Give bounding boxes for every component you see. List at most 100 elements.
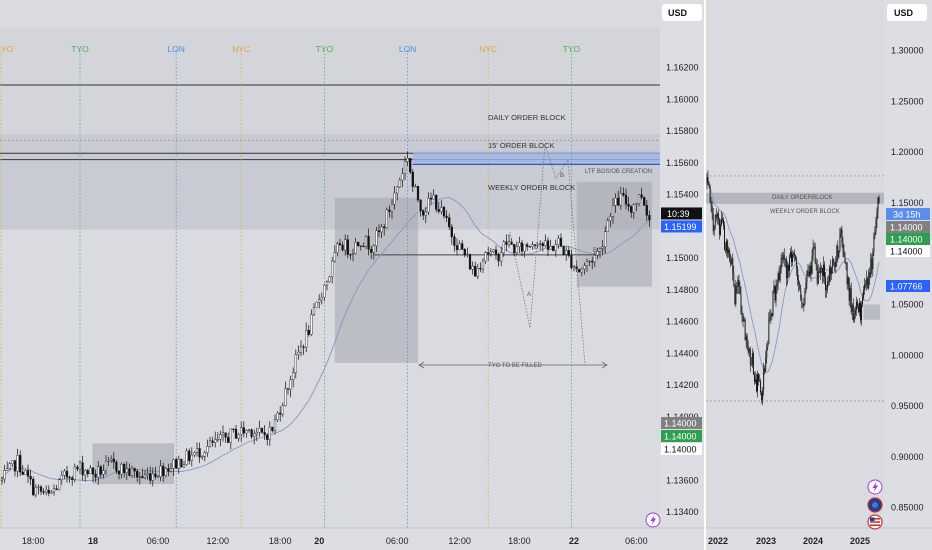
candle-body <box>643 197 646 206</box>
left-currency-button[interactable]: USD <box>662 4 702 21</box>
candle-body <box>866 278 868 285</box>
tyo-range-box[interactable] <box>334 197 418 363</box>
candle-body <box>494 249 498 255</box>
candle-body <box>716 213 718 218</box>
candle-body <box>635 203 638 205</box>
candle-body <box>307 330 310 335</box>
candle-body <box>821 267 823 276</box>
candle-body <box>110 458 113 461</box>
candle-body <box>42 491 45 493</box>
candle-body <box>766 346 768 358</box>
candle-body <box>805 282 807 293</box>
candle-body <box>188 450 191 461</box>
candle-body <box>117 470 121 475</box>
candle-body <box>853 314 855 321</box>
candle-body <box>738 279 740 287</box>
candle-body <box>471 265 474 270</box>
right-currency-button[interactable]: USD <box>887 4 927 21</box>
last-price-tag[interactable] <box>661 220 702 233</box>
ob15-zone[interactable] <box>412 151 660 165</box>
candle-body <box>711 206 713 214</box>
session-label: YO <box>1 44 14 54</box>
left-price-axis[interactable] <box>660 0 706 550</box>
session-label: LON <box>167 44 184 54</box>
candle-body <box>526 244 529 247</box>
candle-body <box>453 236 456 246</box>
right-ob-box[interactable] <box>863 304 881 320</box>
countdown-tag[interactable] <box>661 207 702 220</box>
candle-body <box>487 252 490 255</box>
right-price-tag-label: 1.07766 <box>890 282 923 292</box>
right-price-tag[interactable] <box>886 233 930 245</box>
right-weekly-ob-zone[interactable] <box>706 192 884 204</box>
right-price-tag[interactable] <box>886 221 930 233</box>
candle-body <box>723 220 724 226</box>
candle-body <box>565 250 568 255</box>
candle-body <box>825 277 826 291</box>
candle-body <box>401 173 404 181</box>
candle-body <box>292 372 295 380</box>
candle-body <box>227 437 230 443</box>
candle-body <box>578 269 581 273</box>
right-price-tag[interactable] <box>886 280 930 292</box>
candle-body <box>719 224 721 235</box>
candle-body <box>143 474 147 479</box>
lightning-icon[interactable] <box>645 512 661 528</box>
right-price-axis[interactable] <box>884 0 932 550</box>
candle-body <box>214 439 217 443</box>
candle-body <box>854 309 856 315</box>
candle-body <box>354 242 357 254</box>
candle-body <box>632 204 635 213</box>
candle-body <box>380 226 383 233</box>
candle-body <box>789 257 790 271</box>
candle-body <box>341 244 344 251</box>
right-price-tag-label: 1.14000 <box>890 247 923 257</box>
candle-body <box>777 273 779 284</box>
candle-body <box>37 486 40 488</box>
candle-body <box>709 186 711 202</box>
panel-divider[interactable] <box>704 0 706 550</box>
price-tag[interactable] <box>661 443 702 455</box>
candle-body <box>585 261 589 266</box>
harmonic-pattern[interactable] <box>509 144 586 366</box>
right-countdown-tag[interactable] <box>886 208 930 220</box>
candle-body <box>778 273 780 281</box>
candle-body <box>604 231 607 247</box>
price-tag[interactable] <box>661 417 702 429</box>
right-y-tick-label: 0.95000 <box>891 401 924 411</box>
candle-body <box>725 250 727 252</box>
left-y-tick-label: 1.13600 <box>666 475 699 485</box>
candle-body <box>154 473 157 477</box>
right-price-tag[interactable] <box>886 245 930 257</box>
candle-body <box>731 258 733 265</box>
candle-body <box>721 218 722 225</box>
ltf-ob-box[interactable] <box>576 181 652 287</box>
candle-body <box>229 428 232 443</box>
daily-order-block-label: DAILY ORDER BLOCK <box>488 113 566 122</box>
lightning-icon[interactable] <box>867 479 883 495</box>
candle-body <box>759 380 761 382</box>
candle-body <box>541 243 544 247</box>
candle-body <box>799 284 801 289</box>
candle-body <box>722 218 723 221</box>
price-tag[interactable] <box>661 430 702 442</box>
candle-body <box>172 459 175 469</box>
candle-body <box>466 254 469 256</box>
candle-body <box>850 288 852 312</box>
candle-body <box>801 298 803 304</box>
candle-body <box>877 197 879 212</box>
candle-body <box>305 330 308 348</box>
us-flag-icon[interactable] <box>867 514 883 530</box>
candle-body <box>779 269 781 281</box>
candle-body <box>6 468 9 471</box>
candle-body <box>802 303 804 307</box>
candle-body <box>320 296 323 300</box>
candle-body <box>24 470 27 475</box>
globe-icon[interactable] <box>867 497 883 513</box>
candle-body <box>310 314 313 335</box>
right-x-tick-label: 2023 <box>756 536 776 546</box>
candle-body <box>437 209 440 212</box>
candle-body <box>757 373 758 392</box>
candle-body <box>89 467 92 475</box>
